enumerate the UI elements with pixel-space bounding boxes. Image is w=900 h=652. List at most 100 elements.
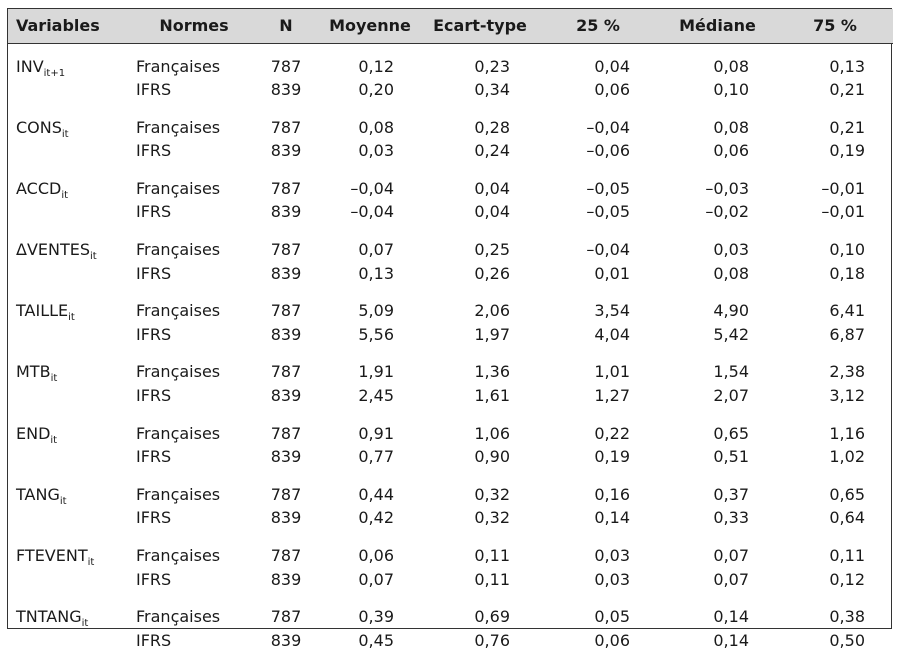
p25-cell: 0,19	[594, 447, 630, 467]
norme-cell: Françaises	[136, 484, 221, 504]
p75-cell: 6,87	[829, 324, 865, 344]
n-cell: 839	[270, 508, 302, 528]
header-ecart-type: Ecart-type	[422, 9, 538, 44]
n-cell: 839	[270, 141, 302, 161]
variable-subscript: it	[61, 128, 69, 140]
header-25-percent: 25 %	[538, 9, 658, 44]
moyenne-cell: 5,09	[358, 301, 394, 321]
mediane-cell: –0,03	[705, 178, 749, 198]
p75-cell: 0,10	[829, 240, 865, 260]
norme-cell: IFRS	[136, 80, 172, 100]
p25-cell: –0,06	[586, 141, 630, 161]
variable-name-cell	[8, 323, 134, 347]
norme-cell: Françaises	[136, 56, 221, 76]
table-row: IFRS 839 0,07 0,11 0,03 0,07 0,12	[8, 568, 893, 592]
n-cell: 839	[270, 569, 302, 589]
mediane-cell: 0,14	[713, 607, 749, 627]
p75-cell: 1,16	[829, 423, 865, 443]
n-cell: 787	[270, 56, 302, 76]
ecart-type-cell: 0,34	[474, 80, 510, 100]
p25-cell: 4,04	[594, 324, 630, 344]
table-row: IFRS 839 0,42 0,32 0,14 0,33 0,64	[8, 506, 893, 530]
n-cell: 787	[270, 484, 302, 504]
variable-name-cell	[8, 139, 134, 163]
p25-cell: 0,06	[594, 630, 630, 650]
p25-cell: –0,05	[586, 202, 630, 222]
variable-name: TNTANG	[16, 607, 82, 627]
p75-cell: 0,64	[829, 508, 865, 528]
ecart-type-cell: 0,32	[474, 484, 510, 504]
header-mediane: Médiane	[658, 9, 777, 44]
variable-name: TAILLE	[16, 301, 69, 321]
variable-name-cell	[8, 200, 134, 224]
header-n: N	[254, 9, 318, 44]
mediane-cell: 0,37	[713, 484, 749, 504]
variable-name-cell	[8, 506, 134, 530]
mediane-cell: 0,51	[713, 447, 749, 467]
variable-name-cell	[8, 262, 134, 286]
moyenne-cell: 5,56	[358, 324, 394, 344]
mediane-cell: 0,33	[713, 508, 749, 528]
n-cell: 839	[270, 80, 302, 100]
p25-cell: –0,05	[586, 178, 630, 198]
mediane-cell: 0,10	[713, 80, 749, 100]
ecart-type-cell: 0,23	[474, 56, 510, 76]
variable-subscript: it	[68, 312, 75, 324]
ecart-type-cell: 0,11	[474, 546, 510, 565]
table-row: IFRS 839 –0,04 0,04 –0,05 –0,02 –0,01	[8, 200, 893, 224]
norme-cell: Françaises	[136, 423, 221, 443]
norme-cell: IFRS	[136, 508, 172, 528]
p25-cell: 0,06	[594, 80, 630, 100]
variable-subscript: it	[50, 373, 58, 385]
variable-name-cell	[8, 78, 134, 102]
table-row: ENDit Françaises 787 0,91 1,06 0,22 0,65 1,16	[8, 408, 893, 446]
mediane-cell: 1,54	[713, 362, 749, 382]
descriptive-statistics-table: Variables Normes N Moyenne Ecart-type 25…	[8, 9, 893, 652]
p75-cell: 0,65	[829, 484, 865, 504]
variable-name-cell: ENDit	[8, 408, 134, 446]
norme-cell: IFRS	[136, 263, 172, 283]
moyenne-cell: 0,07	[358, 569, 394, 589]
p75-cell: 0,11	[829, 546, 865, 565]
table-row: IFRS 839 0,20 0,34 0,06 0,10 0,21	[8, 78, 893, 102]
norme-cell: Françaises	[136, 117, 221, 137]
mediane-cell: 0,08	[713, 117, 749, 137]
mediane-cell: 0,08	[713, 263, 749, 283]
p25-cell: 0,16	[594, 484, 630, 504]
p25-cell: 0,03	[594, 569, 630, 589]
variable-subscript: it+1	[43, 67, 66, 79]
p25-cell: 1,01	[594, 362, 630, 382]
ecart-type-cell: 1,06	[474, 423, 510, 443]
ecart-type-cell: 0,04	[474, 202, 510, 222]
table-row: TNTANGit Françaises 787 0,39 0,69 0,05 0,14 0,3…	[8, 591, 893, 629]
n-cell: 787	[270, 240, 302, 260]
p75-cell: 0,50	[829, 630, 865, 650]
moyenne-cell: 2,45	[358, 386, 394, 406]
header-75-percent: 75 %	[777, 9, 893, 44]
variable-subscript: it	[59, 495, 67, 507]
mediane-cell: 0,14	[713, 630, 749, 650]
ecart-type-cell: 0,32	[474, 508, 510, 528]
table-row: INVit+1 Françaises 787 0,12 0,23 0,04 0,08 0,13	[8, 43, 893, 79]
norme-cell: Françaises	[136, 301, 221, 321]
ecart-type-cell: 0,28	[474, 117, 510, 137]
moyenne-cell: 0,44	[358, 484, 394, 504]
p25-cell: 0,01	[594, 263, 630, 283]
table-row: ACCDit Françaises 787 –0,04 0,04 –0,05 –0,03 –0…	[8, 163, 893, 201]
moyenne-cell: 0,13	[358, 263, 394, 283]
variable-name: MTB	[16, 362, 51, 382]
ecart-type-cell: 1,61	[474, 386, 510, 406]
ecart-type-cell: 0,69	[474, 607, 510, 627]
variable-name-cell: TANGit	[8, 469, 134, 507]
variable-name: ACCD	[16, 178, 62, 198]
p75-cell: 0,21	[829, 80, 865, 100]
norme-cell: IFRS	[136, 447, 172, 467]
norme-cell: Françaises	[136, 607, 221, 627]
norme-cell: IFRS	[136, 202, 172, 222]
moyenne-cell: 0,20	[358, 80, 394, 100]
table-row: IFRS 839 5,56 1,97 4,04 5,42 6,87	[8, 323, 893, 347]
n-cell: 787	[270, 362, 302, 382]
moyenne-cell: 0,77	[358, 447, 394, 467]
p75-cell: 1,02	[829, 447, 865, 467]
n-cell: 839	[270, 630, 302, 650]
